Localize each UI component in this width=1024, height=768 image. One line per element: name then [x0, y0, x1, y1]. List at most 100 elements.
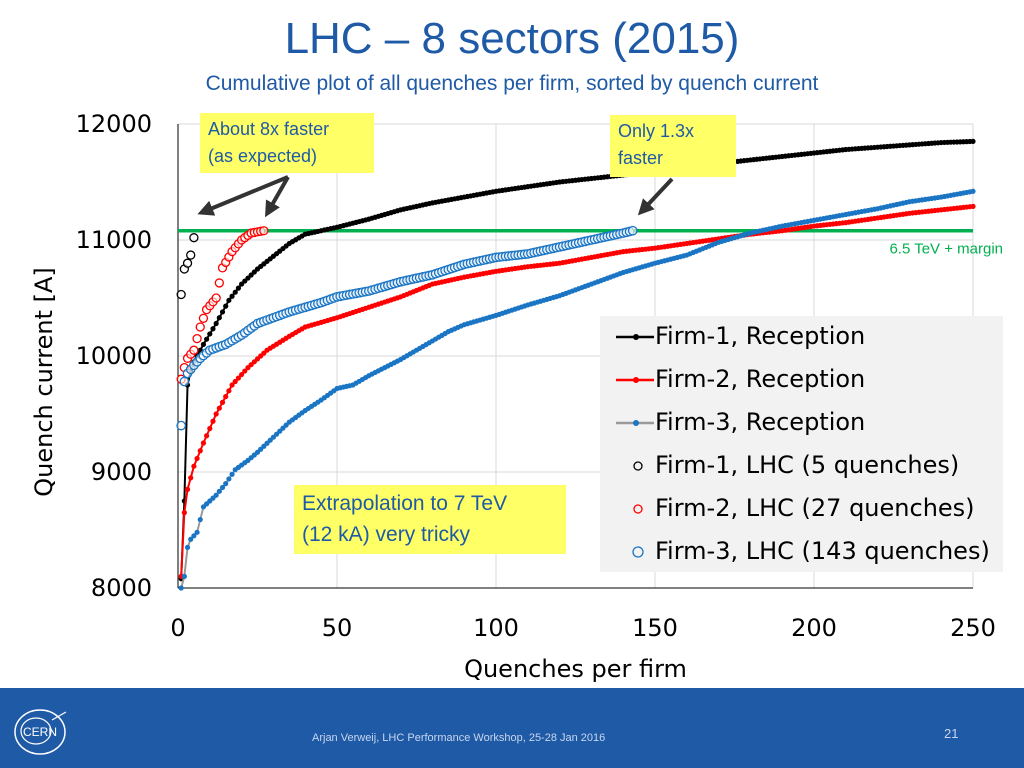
data-point: [210, 326, 216, 332]
data-point: [192, 333, 202, 344]
data-point: [223, 481, 229, 487]
data-point: [189, 233, 199, 243]
legend-label: Firm-2, Reception: [655, 365, 866, 393]
data-point: [176, 420, 187, 431]
slide-subtitle: Cumulative plot of all quenches per firm…: [205, 72, 819, 95]
slide-title: LHC – 8 sectors (2015): [284, 14, 740, 63]
data-point: [235, 285, 242, 291]
data-point: [219, 399, 226, 405]
series-5: [176, 226, 269, 384]
x-tick-label: 0: [170, 614, 185, 642]
data-point: [216, 405, 222, 411]
cern-logo-text: CERN: [23, 725, 57, 739]
data-point: [223, 394, 229, 400]
data-point: [191, 533, 197, 539]
data-point: [226, 297, 232, 303]
data-point: [229, 293, 235, 299]
data-point: [207, 331, 213, 337]
legend-label: Firm-3, LHC (143 quenches): [655, 537, 990, 565]
data-point: [213, 492, 219, 498]
data-point: [216, 315, 222, 321]
data-point: [194, 455, 200, 462]
data-point: [186, 250, 196, 260]
data-point: [627, 225, 638, 236]
x-axis-title: Quenches per firm: [464, 655, 687, 683]
legend-symbol-firm1-line: [616, 334, 654, 340]
callout-extrapolation: Extrapolation to 7 TeV (12 kA) very tric…: [294, 485, 566, 554]
legend-item-firm1-lhc: Firm-1, LHC (5 quenches): [600, 445, 1003, 485]
series-1: [178, 138, 976, 582]
legend-symbol-firm1-circle: [633, 461, 643, 471]
data-point: [197, 448, 203, 454]
series-4: [176, 233, 199, 300]
page-number: 21: [944, 726, 959, 741]
data-point: [235, 375, 242, 381]
cern-logo-icon: CERN: [14, 709, 67, 755]
data-point: [970, 188, 976, 194]
data-point: [970, 203, 976, 209]
arrow-8x-left: [197, 175, 289, 216]
data-point: [188, 475, 194, 481]
y-tick-label: 9000: [91, 458, 152, 486]
threshold-label: 6.5 TeV + margin: [889, 241, 1003, 258]
legend-item-firm2-lhc: Firm-2, LHC (27 quenches): [600, 488, 1003, 528]
data-point: [181, 509, 187, 516]
data-point: [176, 289, 186, 300]
legend-symbol-firm3-circle: [632, 546, 644, 558]
legend-item-firm3-lhc: Firm-3, LHC (143 quenches): [600, 531, 1003, 571]
y-tick-label: 8000: [91, 574, 152, 602]
y-axis-title: Quench current [A]: [30, 267, 58, 496]
data-point: [219, 484, 226, 491]
data-point: [195, 322, 205, 332]
series-6: [176, 225, 638, 431]
data-point: [184, 544, 191, 551]
y-tick-label: 10000: [76, 342, 152, 370]
x-tick-label: 100: [473, 614, 519, 642]
data-point: [216, 488, 222, 494]
arrow-1-3x: [637, 177, 674, 216]
legend-item-firm2-reception: Firm-2, Reception: [600, 359, 1003, 399]
legend-symbol-firm3-line: [616, 420, 654, 426]
data-point: [226, 388, 232, 394]
data-point: [226, 476, 232, 482]
data-point: [214, 278, 224, 288]
legend-item-firm3-reception: Firm-3, Reception: [600, 402, 1003, 442]
legend-label: Firm-2, LHC (27 quenches): [655, 494, 975, 522]
legend-symbol-firm2-circle: [633, 504, 643, 514]
data-point: [188, 536, 194, 542]
data-point: [232, 289, 238, 295]
data-point: [229, 382, 235, 388]
data-point: [207, 425, 213, 432]
legend-symbol-firm2-line: [616, 377, 654, 383]
legend-label: Firm-1, LHC (5 quenches): [655, 451, 960, 479]
data-point: [970, 138, 976, 144]
data-point: [210, 418, 216, 424]
legend-label: Firm-1, Reception: [655, 322, 866, 350]
series-2: [178, 203, 976, 580]
data-point: [259, 226, 269, 236]
data-point: [194, 529, 200, 535]
legend-label: Firm-3, Reception: [655, 408, 866, 436]
data-point: [181, 573, 187, 580]
data-point: [229, 471, 235, 477]
data-point: [197, 516, 203, 523]
footer-credit: Arjan Verweij, LHC Performance Workshop,…: [312, 732, 606, 744]
chart-legend: Firm-1, Reception Firm-2, Reception Firm…: [600, 316, 1003, 572]
data-point: [211, 293, 221, 303]
series-3: [178, 188, 976, 591]
x-tick-label: 200: [791, 614, 837, 642]
data-point: [191, 463, 197, 469]
x-tick-label: 50: [322, 614, 353, 642]
data-point: [239, 371, 245, 378]
data-point: [213, 320, 219, 327]
y-tick-label: 11000: [76, 226, 152, 254]
data-point: [232, 378, 238, 385]
data-point: [204, 336, 210, 342]
data-point: [178, 585, 184, 591]
data-point: [179, 376, 190, 387]
callout-1-3x-faster: Only 1.3x faster: [610, 115, 736, 177]
data-point: [184, 486, 191, 492]
data-point: [213, 411, 219, 417]
callout-8x-faster: About 8x faster (as expected): [200, 113, 374, 173]
arrow-8x-right: [265, 176, 290, 218]
